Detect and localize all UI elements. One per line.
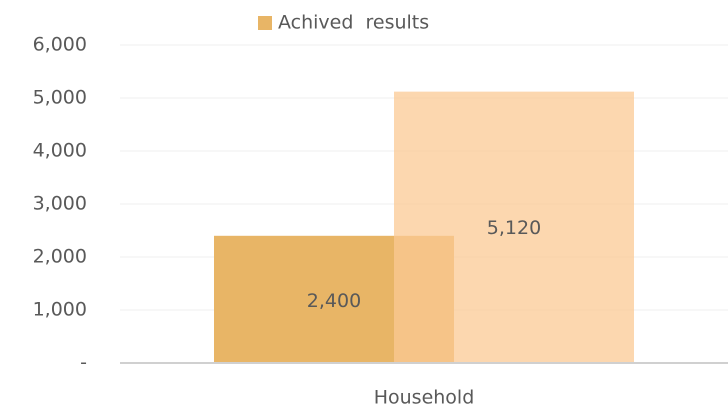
y-tick-label: 3,000 xyxy=(33,193,87,215)
legend-label: Achived results xyxy=(278,12,429,34)
data-label: 5,120 xyxy=(487,217,541,239)
y-tick-label: 6,000 xyxy=(33,34,87,56)
y-tick-label: 2,000 xyxy=(33,246,87,268)
y-tick-label: 1,000 xyxy=(33,299,87,321)
y-tick-label: 4,000 xyxy=(33,140,87,162)
bar xyxy=(394,91,634,363)
x-tick-label: Household xyxy=(374,387,475,409)
y-tick-label: - xyxy=(80,352,87,374)
legend-swatch xyxy=(258,16,272,30)
data-label: 2,400 xyxy=(307,290,361,312)
y-tick-label: 5,000 xyxy=(33,87,87,109)
